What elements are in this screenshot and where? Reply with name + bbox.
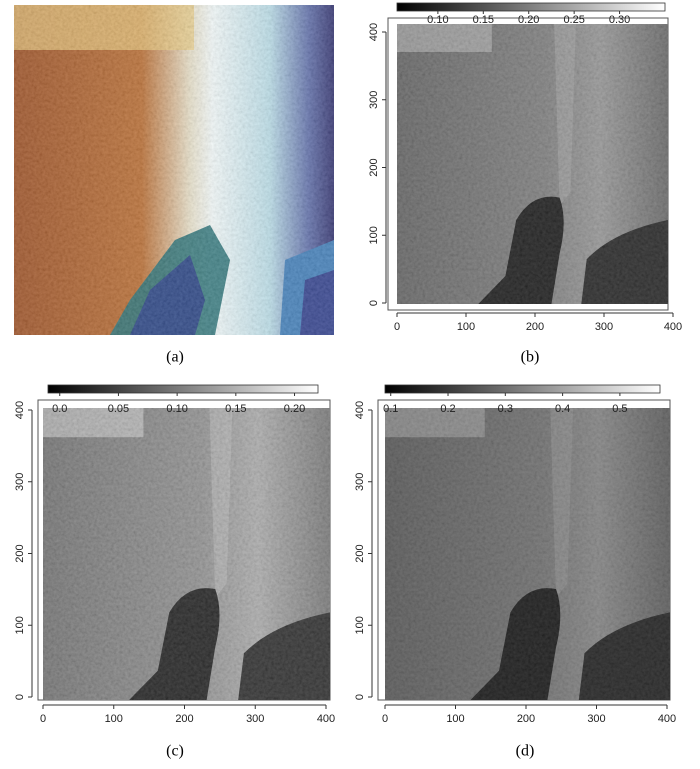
y-tick-label: 300 [14,473,26,491]
x-tick-label: 200 [526,321,544,333]
caption: (d) [516,743,535,760]
colorbar-tick-label: 0.3 [498,403,513,415]
x-tick-label: 0 [40,713,46,725]
y-tick-label: 200 [368,158,380,176]
x-tick-label: 300 [595,321,613,333]
y-tick-label: 300 [368,91,380,109]
x-tick-label: 100 [105,713,123,725]
x-tick-label: 100 [446,713,464,725]
figure: (a) 0.100.150.200.250.300100200300400010… [0,0,700,769]
color-image [14,5,334,335]
colorbar [397,3,665,11]
colorbar-tick-label: 0.2 [440,403,455,415]
x-tick-label: 200 [175,713,193,725]
x-tick-label: 200 [517,713,535,725]
y-tick-label: 100 [354,616,366,634]
colorbar-tick-label: 0.15 [473,14,494,26]
colorbar-tick-label: 0.4 [555,403,570,415]
colorbar-tick-label: 0.10 [166,403,187,415]
colorbar-tick-label: 0.5 [612,403,627,415]
colorbar-tick-label: 0.05 [108,403,129,415]
colorbar-tick-label: 0.25 [563,14,584,26]
x-tick-label: 0 [382,713,388,725]
page: (a) 0.100.150.200.250.300100200300400010… [0,0,700,769]
x-tick-label: 300 [246,713,264,725]
caption: (c) [166,743,184,760]
y-tick-label: 100 [368,226,380,244]
y-tick-label: 0 [14,694,26,700]
colorbar [385,385,660,393]
y-tick-label: 400 [354,401,366,419]
colorbar-tick-label: 0.1 [383,403,398,415]
image-texture [43,408,330,700]
x-tick-label: 100 [457,321,475,333]
image-shade [385,408,670,700]
y-tick-label: 100 [14,616,26,634]
y-tick-label: 400 [368,23,380,41]
x-tick-label: 400 [664,321,682,333]
x-tick-label: 400 [317,713,335,725]
y-tick-label: 300 [354,473,366,491]
colorbar-tick-label: 0.15 [225,403,246,415]
colorbar-tick-label: 0.20 [518,14,539,26]
caption: (b) [521,349,540,366]
y-tick-label: 400 [14,401,26,419]
y-tick-label: 200 [354,544,366,562]
x-tick-label: 0 [394,321,400,333]
image-shade [397,24,668,304]
colorbar-tick-label: 0.10 [427,14,448,26]
x-tick-label: 300 [587,713,605,725]
colorbar-tick-label: 0.0 [52,403,67,415]
colorbar-tick-label: 0.20 [284,403,305,415]
colorbar [48,385,318,393]
y-tick-label: 0 [368,300,380,306]
x-tick-label: 400 [658,713,676,725]
y-tick-label: 0 [354,694,366,700]
colorbar-tick-label: 0.30 [609,14,630,26]
caption: (a) [166,349,184,366]
y-tick-label: 200 [14,544,26,562]
